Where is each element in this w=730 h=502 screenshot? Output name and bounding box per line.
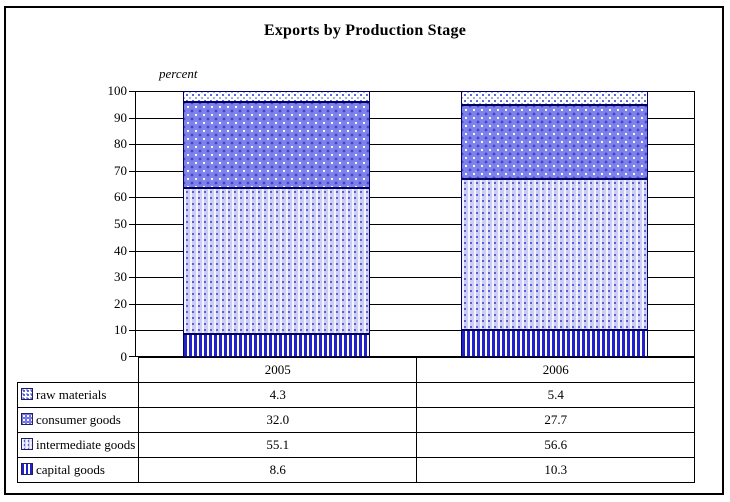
bar-segment-capital-goods-2005: [183, 334, 370, 357]
legend-label-intermediate-goods: intermediate goods: [36, 437, 136, 452]
bar-segment-consumer-goods-2006: [461, 105, 648, 180]
y-tick-label-10: 10: [114, 322, 127, 338]
category-label-2005: 2005: [138, 357, 418, 383]
legend-cell-raw-materials: raw materials: [16, 382, 140, 408]
gridline-60: [135, 197, 695, 199]
table-row-intermediate-goods: intermediate goods 55.1 56.6: [16, 432, 696, 458]
chart-title: Exports by Production Stage: [263, 22, 466, 39]
gridline-90: [135, 117, 695, 119]
y-tick-10: [129, 330, 135, 332]
y-tick-label-60: 60: [114, 189, 127, 205]
y-axis-line: [135, 91, 136, 357]
y-tick-60: [129, 197, 135, 199]
y-tick-0: [129, 356, 135, 357]
y-axis-unit-label: percent: [159, 66, 198, 81]
capital-goods-swatch-icon: [21, 463, 33, 475]
table-row-consumer-goods: consumer goods 32.0 27.7: [16, 407, 696, 433]
y-tick-label-20: 20: [114, 295, 127, 311]
consumer-goods-swatch-icon: [21, 413, 33, 425]
value-capital-goods-2006: 10.3: [416, 457, 696, 483]
y-tick-label-100: 100: [107, 83, 128, 98]
legend-cell-intermediate-goods: intermediate goods: [16, 432, 140, 458]
table-corner-cell: [18, 358, 139, 383]
legend-label-consumer-goods: consumer goods: [36, 412, 121, 427]
bar-segment-consumer-goods-2005: [183, 102, 370, 188]
stacked-bar-2006: [461, 91, 648, 357]
y-tick-label-0: 0: [120, 349, 128, 364]
legend-cell-consumer-goods: consumer goods: [16, 407, 140, 433]
gridline-20: [135, 303, 695, 305]
table-row-capital-goods: capital goods 8.6 10.3: [16, 457, 696, 483]
gridline-80: [135, 144, 695, 146]
value-consumer-goods-2005: 32.0: [138, 407, 418, 433]
gridline-100: [135, 91, 695, 92]
y-tick-label-80: 80: [114, 136, 127, 152]
y-tick-100: [129, 91, 135, 92]
legend-label-capital-goods: capital goods: [36, 462, 105, 477]
value-intermediate-goods-2006: 56.6: [416, 432, 696, 458]
value-raw-materials-2005: 4.3: [138, 382, 418, 408]
value-raw-materials-2006: 5.4: [416, 382, 696, 408]
y-tick-80: [129, 144, 135, 146]
legend-cell-capital-goods: capital goods: [16, 457, 140, 483]
figure-border: [4, 6, 724, 495]
value-intermediate-goods-2005: 55.1: [138, 432, 418, 458]
bar-segment-raw-materials-2006: [461, 91, 648, 106]
bar-segment-intermediate-goods-2005: [183, 187, 370, 335]
gridline-0: [135, 356, 695, 357]
gridline-10: [135, 330, 695, 332]
raw-materials-swatch-icon: [21, 388, 33, 400]
y-tick-label-70: 70: [114, 162, 127, 178]
table-row-categories: 2005 2006: [18, 357, 696, 383]
category-label-2006: 2006: [416, 357, 696, 383]
y-tick-50: [129, 224, 135, 225]
plot-right-border: [694, 91, 695, 357]
table-row-raw-materials: raw materials 4.3 5.4: [16, 382, 696, 408]
y-tick-30: [129, 277, 135, 279]
y-tick-label-50: 50: [114, 216, 127, 231]
stacked-bar-2005: [183, 91, 370, 357]
gridline-70: [135, 170, 695, 172]
data-table: 2005 2006 raw materials 4.3 5.4 consumer…: [16, 357, 696, 483]
y-tick-label-90: 90: [114, 109, 127, 125]
y-tick-label-30: 30: [114, 269, 127, 285]
bar-segment-raw-materials-2005: [183, 91, 370, 103]
bar-segment-intermediate-goods-2006: [461, 179, 648, 330]
y-tick-40: [129, 250, 135, 252]
gridline-50: [135, 224, 695, 225]
y-tick-20: [129, 303, 135, 305]
y-tick-70: [129, 170, 135, 172]
legend-label-raw-materials: raw materials: [36, 387, 107, 402]
value-capital-goods-2005: 8.6: [138, 457, 418, 483]
y-axis-labels: 100 90 80 70 60 50 40 30 20 10 0: [80, 83, 128, 364]
value-consumer-goods-2006: 27.7: [416, 407, 696, 433]
gridline-40: [135, 250, 695, 252]
intermediate-goods-swatch-icon: [21, 438, 33, 450]
y-tick-label-40: 40: [114, 242, 127, 258]
plot-area: [129, 91, 695, 357]
y-tick-90: [129, 117, 135, 119]
gridline-30: [135, 277, 695, 279]
bar-segment-capital-goods-2006: [461, 329, 648, 357]
